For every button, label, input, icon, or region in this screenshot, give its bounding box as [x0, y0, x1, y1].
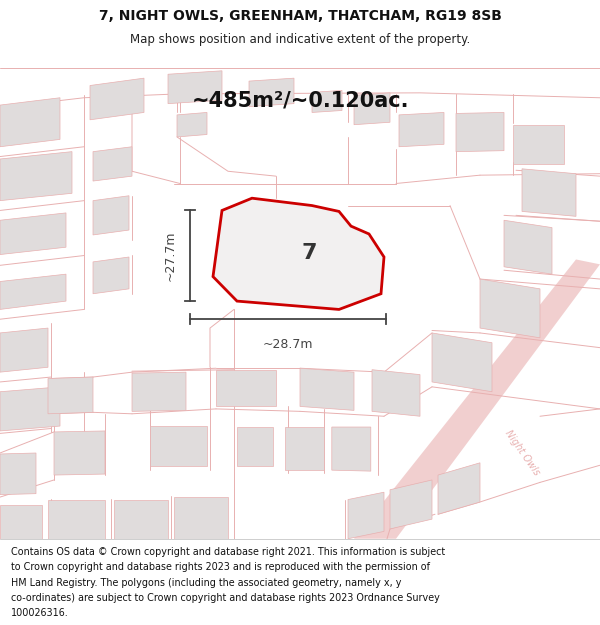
Text: Contains OS data © Crown copyright and database right 2021. This information is : Contains OS data © Crown copyright and d… [11, 548, 445, 558]
Polygon shape [216, 370, 276, 406]
Polygon shape [504, 220, 552, 274]
Text: 7, NIGHT OWLS, GREENHAM, THATCHAM, RG19 8SB: 7, NIGHT OWLS, GREENHAM, THATCHAM, RG19 … [98, 9, 502, 22]
Polygon shape [177, 112, 207, 137]
Polygon shape [90, 78, 144, 120]
Polygon shape [132, 372, 186, 411]
Polygon shape [0, 328, 48, 372]
Polygon shape [332, 427, 371, 471]
Polygon shape [354, 93, 390, 125]
Polygon shape [372, 370, 420, 416]
Polygon shape [114, 499, 168, 539]
Polygon shape [456, 112, 504, 152]
Polygon shape [0, 387, 60, 431]
Text: 7: 7 [301, 242, 317, 262]
Polygon shape [150, 426, 207, 466]
Polygon shape [93, 147, 132, 181]
Polygon shape [390, 480, 432, 529]
Polygon shape [48, 499, 105, 539]
Text: Map shows position and indicative extent of the property.: Map shows position and indicative extent… [130, 33, 470, 46]
Polygon shape [93, 257, 129, 294]
Polygon shape [348, 492, 384, 539]
Polygon shape [48, 377, 93, 414]
Polygon shape [513, 125, 564, 164]
Text: ~485m²/~0.120ac.: ~485m²/~0.120ac. [191, 90, 409, 110]
Polygon shape [0, 152, 72, 201]
Text: ~27.7m: ~27.7m [164, 231, 177, 281]
Polygon shape [399, 112, 444, 147]
Polygon shape [93, 196, 129, 235]
Polygon shape [0, 506, 42, 539]
Text: co-ordinates) are subject to Crown copyright and database rights 2023 Ordnance S: co-ordinates) are subject to Crown copyr… [11, 592, 440, 602]
Polygon shape [312, 91, 342, 112]
Polygon shape [432, 333, 492, 392]
Polygon shape [249, 78, 294, 107]
Polygon shape [0, 98, 60, 147]
Polygon shape [300, 368, 354, 411]
Polygon shape [213, 198, 384, 309]
Polygon shape [168, 71, 222, 104]
Text: Night Owls: Night Owls [503, 429, 541, 478]
Text: to Crown copyright and database rights 2023 and is reproduced with the permissio: to Crown copyright and database rights 2… [11, 562, 430, 572]
Text: HM Land Registry. The polygons (including the associated geometry, namely x, y: HM Land Registry. The polygons (includin… [11, 578, 401, 587]
Polygon shape [0, 453, 36, 494]
Polygon shape [54, 431, 105, 475]
Polygon shape [480, 279, 540, 338]
Polygon shape [354, 259, 600, 539]
Polygon shape [0, 213, 66, 254]
Text: 100026316.: 100026316. [11, 608, 68, 618]
Polygon shape [0, 274, 66, 309]
Polygon shape [522, 169, 576, 216]
Polygon shape [285, 427, 324, 470]
Polygon shape [438, 462, 480, 514]
Polygon shape [237, 427, 273, 466]
Text: ~28.7m: ~28.7m [263, 338, 313, 351]
Polygon shape [174, 497, 228, 539]
